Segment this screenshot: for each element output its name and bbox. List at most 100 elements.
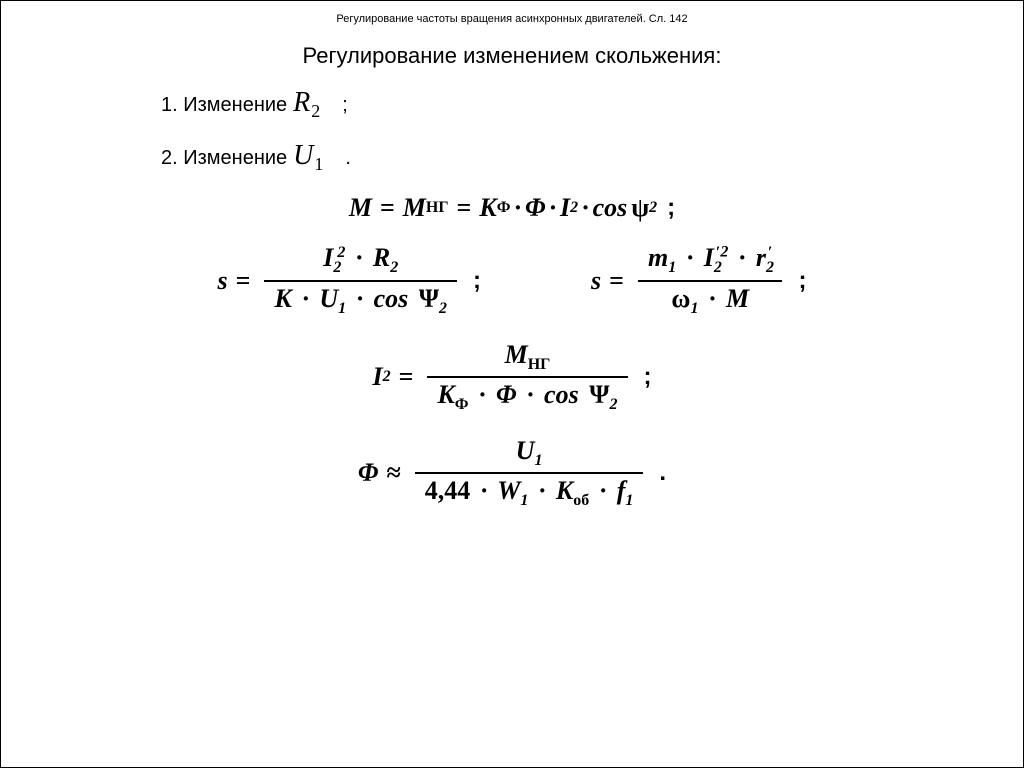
eq1-mid-sub: НГ — [426, 199, 449, 217]
dot-icon: · — [302, 284, 309, 313]
list-item: 2. Изменение U1 . — [161, 136, 1003, 175]
eq4-den-k-sub: об — [573, 493, 589, 510]
fraction-num: U1 — [506, 434, 553, 472]
eq2b-den-m: M — [726, 284, 749, 313]
list-item-after: . — [345, 144, 351, 172]
eq2b-num-i-sub: 2 — [714, 260, 722, 277]
eq2a-eq: = — [236, 266, 251, 296]
fraction-num: I22 · R2 — [313, 241, 408, 279]
equation-row: Φ ≈ U1 4,44 · W1 · Kоб · f1 — [21, 434, 1003, 512]
dot-icon: · — [514, 193, 521, 223]
eq3-num-m: M — [505, 340, 528, 369]
eq4-den-f-sub: 1 — [625, 493, 633, 510]
dot-icon: · — [687, 243, 694, 272]
eq2a-num-r-sub: 2 — [390, 260, 398, 277]
eq2b-den-w-sub: 1 — [690, 300, 698, 317]
fraction-den: ω1 · M — [661, 282, 759, 320]
eq3-den-psi: Ψ — [589, 380, 609, 409]
eq1-cos: cos — [593, 193, 628, 223]
eq1-phi: Φ — [525, 193, 546, 223]
fraction-den: K · U1 · cos Ψ2 — [264, 282, 457, 320]
list-item-label: 2. Изменение — [161, 144, 287, 172]
eq2b-num-i-sup: 2 — [720, 244, 728, 261]
eq2a-den-cos: cos — [374, 284, 409, 313]
eq3-punct: ; — [644, 363, 652, 391]
eq2b-num-r-prime: ′ — [768, 244, 773, 261]
methods-list: 1. Изменение R2 ; 2. Изменение U1 . — [161, 83, 1003, 175]
eq2a-num-r: R — [373, 243, 390, 272]
fraction-den: 4,44 · W1 · Kоб · f1 — [415, 474, 644, 512]
list-item-after: ; — [342, 91, 348, 119]
eq1-psi: ψ — [631, 193, 649, 223]
dot-icon: · — [549, 193, 556, 223]
eq3-den-psi-sub: 2 — [610, 396, 618, 413]
eq1-psi-sub: 2 — [649, 199, 657, 217]
eq2a-num-i-sub: 2 — [333, 260, 341, 277]
equation-2a: s = I22 · R2 K · U1 · cos Ψ2 — [218, 241, 482, 319]
eq4-num-u-sub: 1 — [534, 452, 542, 469]
slide-page: Регулирование частоты вращения асинхронн… — [0, 0, 1024, 768]
fraction: MНГ KФ · Φ · cos Ψ2 — [427, 338, 627, 416]
symbol-base: R — [293, 87, 310, 118]
equation-1: M = MНГ = KФ · Φ · I2 · cos ψ2 ; — [349, 193, 675, 223]
dot-icon: · — [539, 476, 546, 505]
eq2b-eq: = — [609, 266, 624, 296]
eq3-den-cos: cos — [544, 380, 579, 409]
fraction-num: m1 · I2′2 · r2′ — [638, 241, 782, 279]
symbol-base: U — [293, 140, 313, 171]
fraction-num: MНГ — [495, 338, 561, 376]
eq2a-den-psi-sub: 2 — [439, 300, 447, 317]
eq2b-num-r-sub: 2 — [766, 260, 774, 277]
eq2b-num-m-sub: 1 — [668, 260, 676, 277]
eq2b-lhs: s — [591, 266, 601, 296]
equation-4: Φ ≈ U1 4,44 · W1 · Kоб · f1 — [358, 434, 666, 512]
fraction: m1 · I2′2 · r2′ ω1 · M — [638, 241, 782, 319]
eq2a-num-i: I — [323, 243, 333, 272]
eq4-approx: ≈ — [386, 458, 400, 488]
eq4-den-c: 4,44 — [425, 476, 471, 505]
eq3-lhs: I — [372, 362, 382, 392]
eq1-mid: M — [403, 193, 426, 223]
list-item-symbol: R2 — [293, 83, 336, 122]
eq1-k: K — [479, 193, 496, 223]
eq1-i: I — [560, 193, 570, 223]
slide-title: Регулирование изменением скольжения: — [21, 43, 1003, 69]
formula-block: M = MНГ = KФ · Φ · I2 · cos ψ2 ; s = — [21, 193, 1003, 512]
slide-header: Регулирование частоты вращения асинхронн… — [21, 13, 1003, 25]
list-item: 1. Изменение R2 ; — [161, 83, 1003, 122]
eq4-num-u: U — [516, 436, 535, 465]
list-item-label: 1. Изменение — [161, 91, 287, 119]
fraction: U1 4,44 · W1 · Kоб · f1 — [415, 434, 644, 512]
eq1-eq2: = — [457, 193, 472, 223]
eq3-lhs-sub: 2 — [383, 368, 391, 386]
eq2a-lhs: s — [218, 266, 228, 296]
symbol-sub: 1 — [314, 154, 323, 174]
eq1-k-sub: Ф — [497, 199, 511, 217]
header-text: Регулирование частоты вращения асинхронн… — [336, 13, 687, 25]
dot-icon: · — [739, 243, 746, 272]
dot-icon: · — [356, 243, 363, 272]
dot-icon: · — [582, 193, 589, 223]
eq3-den-k: K — [437, 380, 454, 409]
eq1-eq1: = — [380, 193, 395, 223]
dot-icon: · — [527, 380, 534, 409]
eq2a-den-psi: Ψ — [419, 284, 439, 313]
equation-row: I2 = MНГ KФ · Φ · cos Ψ2 ; — [21, 338, 1003, 416]
title-text: Регулирование изменением скольжения: — [303, 43, 722, 68]
eq1-lhs: M — [349, 193, 372, 223]
eq2a-den-u: U — [319, 284, 338, 313]
eq4-lhs: Φ — [358, 458, 379, 488]
eq4-punct: . — [659, 459, 666, 487]
eq3-den-k-sub: Ф — [455, 396, 469, 413]
eq2a-punct: ; — [473, 267, 481, 295]
eq4-den-w: W — [497, 476, 520, 505]
eq2b-punct: ; — [798, 267, 806, 295]
dot-icon: · — [709, 284, 716, 313]
equation-row: M = MНГ = KФ · Φ · I2 · cos ψ2 ; — [21, 193, 1003, 223]
eq2b-den-w: ω — [671, 284, 690, 313]
eq2b-num-i: I — [704, 243, 714, 272]
eq3-eq: = — [399, 362, 414, 392]
dot-icon: · — [357, 284, 364, 313]
equation-3: I2 = MНГ KФ · Φ · cos Ψ2 ; — [372, 338, 651, 416]
eq3-den-phi: Φ — [496, 380, 517, 409]
